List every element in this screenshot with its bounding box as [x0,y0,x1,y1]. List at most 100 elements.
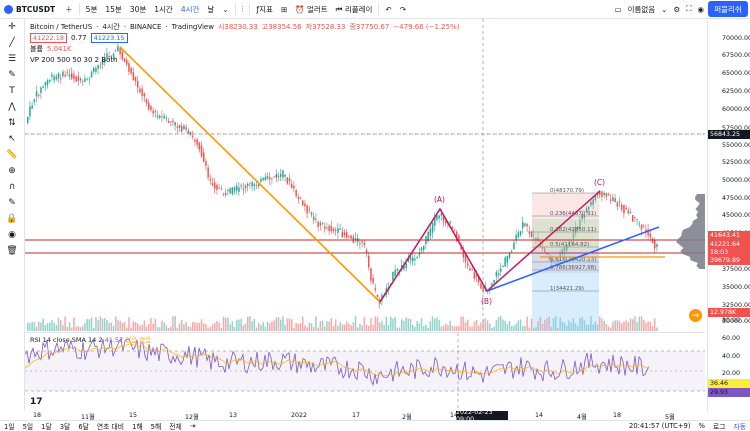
scroll-to-realtime-button[interactable]: → [689,309,702,322]
lock-icon[interactable]: 🔒 [6,214,18,224]
chart-type-icon[interactable]: ⫶ [241,4,244,13]
lock-drawing-icon[interactable]: ✎ [8,198,16,208]
indicators-button[interactable]: ƒ지표 [256,4,273,14]
tf-1h[interactable]: 1시간 [154,4,173,14]
range-3m[interactable]: 3달 [59,423,71,431]
volume-bar [350,325,352,331]
tf-5m[interactable]: 5분 [85,4,98,14]
candle-body [623,204,625,214]
candle-body [550,257,553,263]
alert-button[interactable]: ⏰ 얼러트 [295,4,328,14]
clock[interactable]: 20:41:57 (UTC+9) [629,422,691,430]
eye-icon[interactable]: ◉ [8,230,16,240]
rsi-axis-label: 60.00 [722,335,741,342]
candle-body [145,99,148,104]
brush-icon[interactable]: ✎ [8,70,16,80]
volume-bar [533,327,535,331]
range-5y[interactable]: 5해 [150,423,162,431]
symbol-search-button[interactable]: BTCUSDT [0,4,61,14]
tf-15m[interactable]: 15분 [105,4,122,14]
candle-body [592,199,594,205]
price-label: 32500.00 [722,302,750,309]
fib-retracement-icon[interactable]: ☰ [7,54,17,64]
candle-body [200,145,203,157]
candle-body [581,214,583,220]
time-label: 12월 [185,414,199,421]
text-icon[interactable]: T [9,86,15,96]
volume-bar [165,325,168,331]
undo-icon[interactable]: ↶ [385,4,392,14]
range-1y[interactable]: 1해 [132,423,143,431]
volume-bar [148,323,150,331]
candle-body [130,67,132,74]
tf-day[interactable]: 날 [207,4,215,14]
candle-body [176,126,179,128]
candle-body [313,216,315,221]
crosshair-icon[interactable]: ✛ [8,22,16,32]
tf-30m[interactable]: 30분 [129,4,147,14]
range-6m[interactable]: 6달 [78,423,89,431]
range-ytd[interactable]: 연초 대비 [96,423,125,431]
volume-bar [478,325,480,331]
volume-bar [493,326,495,331]
range-1d[interactable]: 1일 [4,423,15,431]
price-label: 45000.00 [722,212,750,219]
price-chart[interactable]: 0(48170.79)0.236(44870.91)0.382(42850.11… [25,19,705,331]
rsi-pane[interactable] [25,332,705,411]
zoom-in-icon[interactable]: ⊕ [8,166,16,176]
layout-icon[interactable]: ▭ [614,4,622,14]
forecast-icon[interactable]: ⇅ [8,118,16,128]
volume-bar [458,325,460,331]
range-all[interactable]: 전체 [169,423,182,431]
ruler-icon[interactable]: 📏 [6,150,18,160]
magnet-icon[interactable]: ∩ [8,182,16,192]
pointer-icon[interactable]: ↖ [8,134,16,144]
candle-body [172,120,174,123]
time-axis[interactable]: 1811월1512월132022172월143월144월185월 [25,411,707,421]
trash-icon[interactable]: 🗑 [6,246,18,256]
range-5d[interactable]: 5일 [22,423,34,431]
fullscreen-icon[interactable]: ⛶ [686,4,692,13]
volume-bar [110,322,113,331]
settings-icon[interactable]: ⚙ [673,4,681,14]
layout-name[interactable]: 이름없음 [627,4,656,14]
volume-bar [196,322,198,331]
candle-body [128,63,130,72]
publish-button[interactable]: 퍼블리쉬 [708,1,748,17]
vp-row: VP 200 500 50 30 2 Both [30,54,459,65]
volume-bar [420,318,423,331]
add-symbol-icon[interactable]: ＋ [65,4,73,14]
trendline-icon[interactable]: ╱ [9,38,15,48]
volume-bar [174,316,176,331]
candle-body [508,252,511,258]
fib-label: 0.382(42850.11) [550,227,596,233]
volume-bar [577,326,579,331]
redo-icon[interactable]: ↷ [399,4,407,14]
chevron-down-icon[interactable]: ⌄ [661,4,668,14]
log-toggle[interactable]: 로그 [712,423,726,431]
pattern-icon[interactable]: ⋀ [8,102,16,112]
candle-body [33,99,36,102]
candle-body [293,185,295,189]
volume-bar [159,327,161,331]
camera-icon[interactable]: ◉ [697,4,704,14]
candle-body [216,184,218,190]
buy-price-button[interactable]: 41223.15 [90,32,128,43]
auto-toggle[interactable]: 자동 [733,423,746,431]
volume-bar [101,318,104,331]
candle-body [163,115,165,119]
price-axis[interactable]: 70000.00 67500.00 65000.00 62500.00 60000.00… [707,19,750,411]
replay-button[interactable]: ⏮ 리플레이 [335,4,373,14]
candle-body [214,182,216,189]
candle-body [233,187,236,192]
tf-4h[interactable]: 4시간 [180,4,200,14]
date-range-icon[interactable]: ⇥ [189,422,196,430]
volume-bar [46,323,49,331]
sell-price-button[interactable]: 41222.18 [30,32,68,43]
range-1m[interactable]: 1달 [41,423,52,431]
percent-toggle[interactable]: % [698,422,705,430]
templates-icon[interactable]: ⊞ [280,4,288,14]
chevron-down-icon[interactable]: ⌄ [222,4,229,14]
candle-body [594,195,597,200]
candle-body [185,127,187,130]
